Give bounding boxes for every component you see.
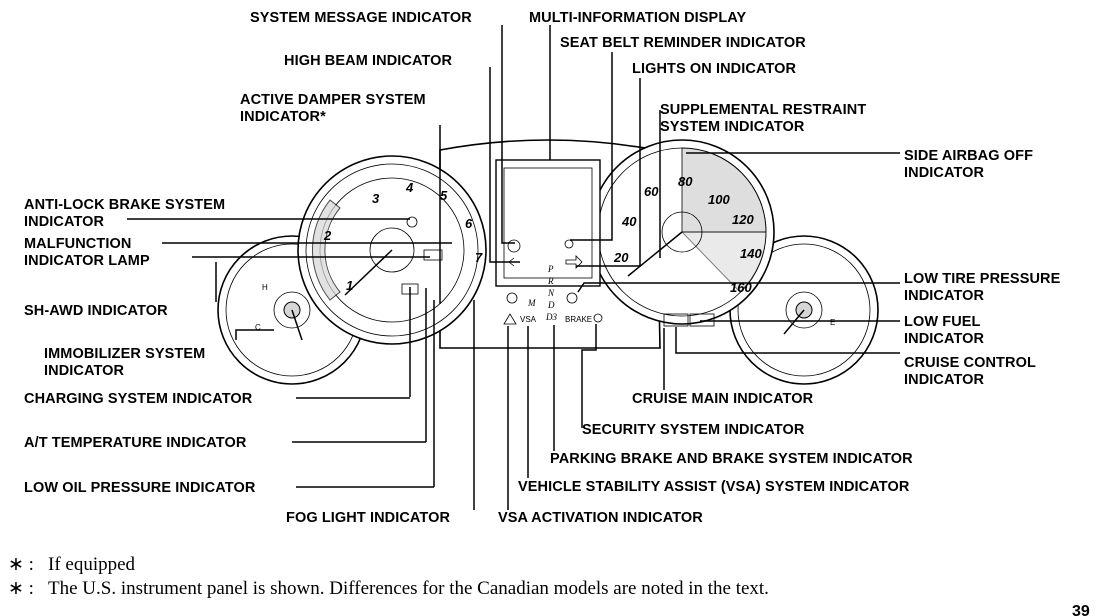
page-number: 39 <box>1072 603 1090 616</box>
svg-text:D3: D3 <box>545 312 557 322</box>
label-side-airbag-2: INDICATOR <box>904 165 985 181</box>
label-srs-1: SUPPLEMENTAL RESTRAINT <box>660 102 866 118</box>
indicator-symbols: VSA BRAKE <box>401 216 715 327</box>
svg-text:20: 20 <box>613 250 629 265</box>
label-active-damper-1: ACTIVE DAMPER SYSTEM <box>240 92 426 108</box>
svg-text:VSA: VSA <box>520 315 537 324</box>
svg-text:60: 60 <box>644 184 659 199</box>
low-fuel-icon <box>689 313 715 327</box>
footnote-1-mark: ∗ : <box>8 554 34 575</box>
label-cruise-control-2: INDICATOR <box>904 372 985 388</box>
abs-icon <box>406 216 418 228</box>
svg-text:1: 1 <box>346 278 353 293</box>
label-multi-info-display: MULTI-INFORMATION DISPLAY <box>529 10 747 26</box>
gear-indicator: P R N D D3 M <box>527 264 557 322</box>
label-active-damper-2: INDICATOR* <box>240 109 326 125</box>
label-low-fuel-2: INDICATOR <box>904 331 985 347</box>
vsa-warning-icon <box>503 313 517 325</box>
label-fog-light: FOG LIGHT INDICATOR <box>286 510 451 526</box>
fuel-gauge: E <box>729 235 879 385</box>
leader-lines <box>127 25 900 510</box>
label-low-tire-2: INDICATOR <box>904 288 985 304</box>
label-immobilizer-2: INDICATOR <box>44 363 125 379</box>
svg-text:100: 100 <box>708 192 730 207</box>
label-low-oil: LOW OIL PRESSURE INDICATOR <box>24 480 256 496</box>
svg-text:H: H <box>262 283 268 292</box>
label-at-temp: A/T TEMPERATURE INDICATOR <box>24 435 247 451</box>
svg-text:40: 40 <box>621 214 637 229</box>
instrument-cluster: H C E 1 2 3 4 5 6 7 <box>217 139 879 385</box>
label-system-message: SYSTEM MESSAGE INDICATOR <box>250 10 472 26</box>
footnotes: ∗ : If equipped ∗ : The U.S. instrument … <box>8 554 769 599</box>
svg-text:E: E <box>830 318 835 327</box>
seat-belt-icon <box>564 239 574 249</box>
lights-on-icon <box>565 255 583 269</box>
system-message-icon <box>507 239 521 253</box>
label-shawd: SH-AWD INDICATOR <box>24 303 168 319</box>
svg-text:120: 120 <box>732 212 754 227</box>
speedometer: 20 40 60 80 100 120 140 160 <box>589 139 775 325</box>
svg-text:2: 2 <box>323 228 332 243</box>
label-srs-2: SYSTEM INDICATOR <box>660 119 805 135</box>
cruise-main-icon <box>566 292 578 304</box>
label-low-fuel-1: LOW FUEL <box>904 314 981 330</box>
label-mil-1: MALFUNCTION <box>24 236 131 252</box>
svg-text:6: 6 <box>465 216 473 231</box>
svg-text:3: 3 <box>372 191 380 206</box>
svg-text:BRAKE: BRAKE <box>565 315 592 324</box>
svg-text:N: N <box>547 288 555 298</box>
callout-labels: SYSTEM MESSAGE INDICATOR MULTI-INFORMATI… <box>24 10 1061 526</box>
label-side-airbag-1: SIDE AIRBAG OFF <box>904 148 1033 164</box>
label-abs-2: INDICATOR <box>24 214 105 230</box>
label-vsa-system: VEHICLE STABILITY ASSIST (VSA) SYSTEM IN… <box>518 479 910 495</box>
label-security: SECURITY SYSTEM INDICATOR <box>582 422 805 438</box>
svg-text:C: C <box>255 323 261 332</box>
label-mil-2: INDICATOR LAMP <box>24 253 150 269</box>
svg-text:4: 4 <box>405 180 414 195</box>
shawd-icon <box>423 249 443 261</box>
security-icon <box>593 313 603 323</box>
fog-light-icon <box>506 292 518 304</box>
svg-text:D: D <box>547 300 555 310</box>
footnote-2-text: The U.S. instrument panel is shown. Diff… <box>48 578 769 599</box>
label-seat-belt: SEAT BELT REMINDER INDICATOR <box>560 35 806 51</box>
svg-text:R: R <box>547 276 554 286</box>
svg-text:5: 5 <box>440 188 448 203</box>
label-abs-1: ANTI-LOCK BRAKE SYSTEM <box>24 197 225 213</box>
label-low-tire-1: LOW TIRE PRESSURE <box>904 271 1061 287</box>
svg-text:140: 140 <box>740 246 762 261</box>
footnote-1-text: If equipped <box>48 554 136 575</box>
label-vsa-activation: VSA ACTIVATION INDICATOR <box>498 510 703 526</box>
label-cruise-main: CRUISE MAIN INDICATOR <box>632 391 814 407</box>
svg-text:7: 7 <box>475 250 483 265</box>
svg-text:M: M <box>527 298 536 308</box>
label-cruise-control-1: CRUISE CONTROL <box>904 355 1036 371</box>
svg-text:P: P <box>547 264 554 274</box>
svg-text:80: 80 <box>678 174 693 189</box>
label-charging: CHARGING SYSTEM INDICATOR <box>24 391 253 407</box>
label-immobilizer-1: IMMOBILIZER SYSTEM <box>44 346 205 362</box>
cruise-control-icon <box>663 313 689 327</box>
label-lights-on: LIGHTS ON INDICATOR <box>632 61 797 77</box>
tachometer: 1 2 3 4 5 6 7 <box>297 155 487 345</box>
label-high-beam: HIGH BEAM INDICATOR <box>284 53 453 69</box>
label-parking-brake: PARKING BRAKE AND BRAKE SYSTEM INDICATOR <box>550 451 913 467</box>
footnote-2-mark: ∗ : <box>8 578 34 599</box>
